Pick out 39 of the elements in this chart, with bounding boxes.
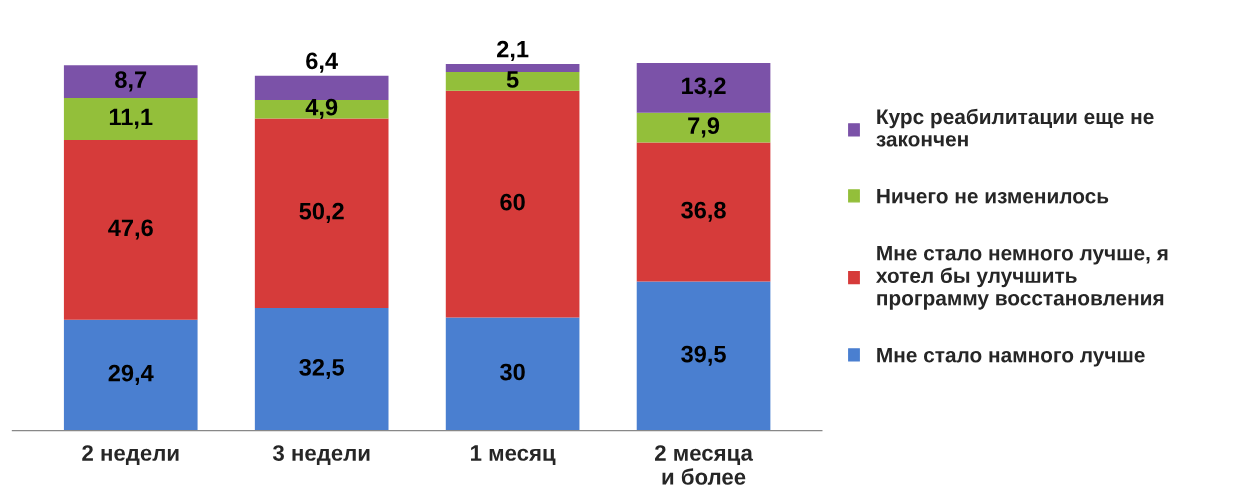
bar xyxy=(445,317,580,431)
x-tick-label: 2 месяца и более xyxy=(655,445,754,485)
data-label: 7,9 xyxy=(688,117,720,138)
bar xyxy=(63,98,198,140)
legend-label: Ничего не изменилось xyxy=(877,188,1109,204)
data-label: 39,5 xyxy=(681,345,726,366)
data-label: 11,1 xyxy=(109,108,153,129)
x-tick-label: 2 недели xyxy=(82,445,179,466)
bar xyxy=(63,65,198,99)
bar xyxy=(636,112,771,143)
bar xyxy=(636,142,771,282)
legend-label: Мне стало немного лучше, я хотел бы улучшить программу восстановления xyxy=(876,245,1168,310)
x-tick-label: 1 месяц xyxy=(471,445,556,466)
data-label: 13,2 xyxy=(682,77,726,98)
data-label: 5 xyxy=(506,71,519,88)
bar xyxy=(63,139,198,320)
data-label: 47,6 xyxy=(108,219,153,240)
bar xyxy=(445,64,580,72)
legend-label: Мне стало намного лучше xyxy=(877,347,1145,367)
legend-label: Курс реабилитации еще не закончен xyxy=(876,108,1154,147)
data-label: 4,9 xyxy=(305,98,338,119)
bar xyxy=(63,319,198,431)
data-label: 36,8 xyxy=(681,201,726,222)
bar xyxy=(636,281,771,431)
data-label: 32,5 xyxy=(299,358,344,380)
bar xyxy=(254,75,389,100)
data-label: 2,1 xyxy=(497,40,529,61)
bar xyxy=(254,307,389,431)
bar xyxy=(445,90,580,318)
data-label: 60 xyxy=(500,193,525,211)
bar xyxy=(445,72,580,91)
data-label: 8,7 xyxy=(115,71,147,92)
data-label: 50,2 xyxy=(299,202,344,223)
bar xyxy=(254,118,389,308)
data-label: 30 xyxy=(500,363,525,381)
bar xyxy=(636,62,771,113)
x-tick-label: 3 недели xyxy=(272,445,370,466)
data-label: 6,4 xyxy=(306,52,338,73)
data-label: 29,4 xyxy=(108,364,154,385)
